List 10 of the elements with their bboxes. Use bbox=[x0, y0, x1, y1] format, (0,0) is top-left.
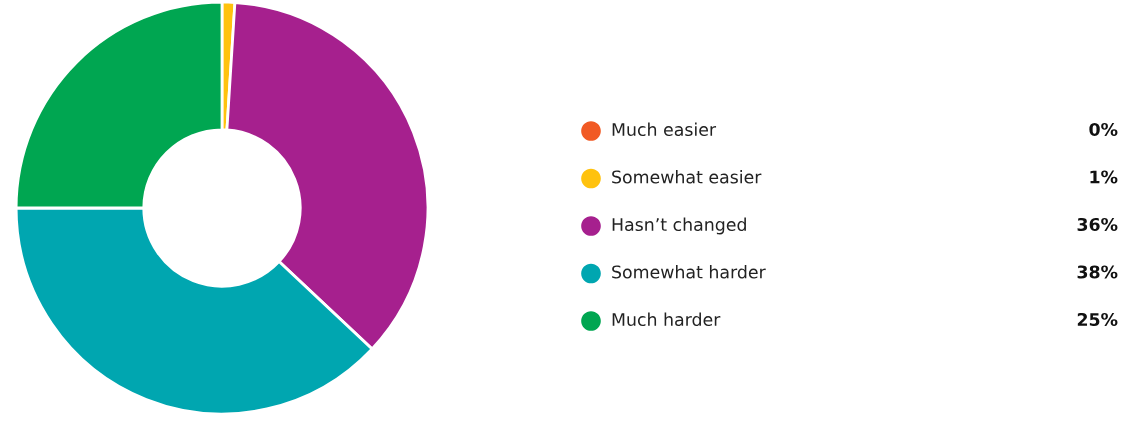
text: 0% bbox=[1089, 122, 1118, 137]
data-label: 1% bbox=[1090, 170, 1118, 184]
legend-label: Somewhat harder bbox=[612, 265, 766, 279]
data-label: 36% bbox=[1077, 217, 1118, 232]
legend-label: Much harder bbox=[612, 312, 721, 327]
legend-label: Much easier bbox=[612, 122, 717, 137]
legend-label: Somewhat easier bbox=[612, 170, 762, 184]
data-label: 25% bbox=[1077, 312, 1118, 327]
legend-label: Hasn’t changed bbox=[612, 217, 746, 235]
data-label: 38% bbox=[1077, 265, 1118, 279]
